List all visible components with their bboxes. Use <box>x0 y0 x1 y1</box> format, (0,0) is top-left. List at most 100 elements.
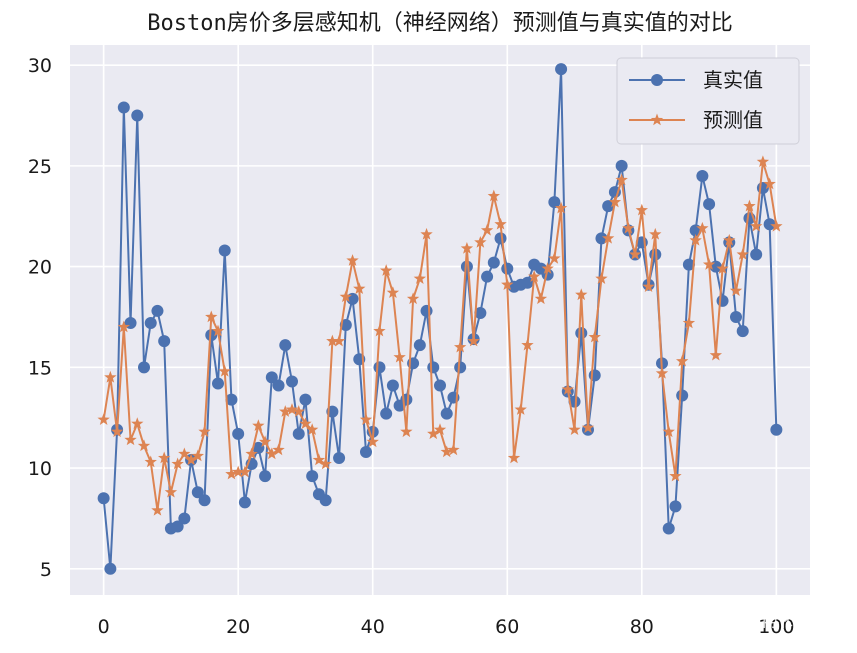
data-point <box>481 270 494 283</box>
y-tick-label: 15 <box>28 357 52 379</box>
legend-marker <box>651 74 663 86</box>
data-point <box>319 494 332 507</box>
data-point <box>729 284 743 297</box>
data-point <box>413 272 426 284</box>
data-point <box>730 310 742 323</box>
x-tick-label: 100 <box>758 616 794 638</box>
data-point <box>131 109 144 122</box>
data-point <box>501 278 514 290</box>
data-point <box>568 423 581 436</box>
data-point <box>279 405 292 417</box>
data-point <box>696 221 709 234</box>
y-tick-label: 30 <box>28 55 52 77</box>
data-point <box>447 443 460 456</box>
data-point <box>158 451 171 464</box>
data-point <box>669 500 682 513</box>
data-point <box>198 425 211 438</box>
data-point <box>669 469 682 482</box>
data-point <box>622 221 635 234</box>
y-tick-label: 20 <box>28 257 52 279</box>
data-point <box>682 258 695 271</box>
data-point <box>272 443 285 456</box>
data-point <box>696 169 709 182</box>
data-point <box>366 435 379 448</box>
y-tick-label: 10 <box>28 458 52 480</box>
data-point <box>682 316 696 329</box>
data-point <box>676 354 689 367</box>
data-point <box>124 433 137 446</box>
data-point <box>178 447 191 460</box>
data-point <box>561 383 574 395</box>
data-point <box>602 200 615 213</box>
data-point <box>373 324 386 337</box>
data-point <box>218 364 231 377</box>
data-point <box>97 413 110 425</box>
data-point <box>548 252 561 264</box>
data-point <box>480 223 494 236</box>
data-point <box>171 457 184 470</box>
data-point <box>413 339 426 352</box>
data-point <box>507 451 521 464</box>
data-point <box>292 405 305 417</box>
data-point <box>171 520 184 533</box>
data-point <box>588 330 601 343</box>
data-point <box>494 232 507 245</box>
data-point <box>198 494 211 507</box>
data-point <box>164 485 178 498</box>
data-point <box>151 304 164 317</box>
data-point <box>138 361 150 374</box>
data-point <box>642 280 655 293</box>
data-point <box>333 452 346 465</box>
data-point <box>460 241 474 254</box>
data-point <box>635 203 648 216</box>
data-point <box>575 327 588 340</box>
data-point <box>306 423 319 436</box>
data-point <box>373 361 386 374</box>
data-point <box>353 282 366 295</box>
data-point <box>427 361 440 374</box>
data-point <box>306 470 319 483</box>
data-point <box>521 276 534 289</box>
data-point <box>501 262 514 275</box>
data-point <box>259 470 272 483</box>
series-layer <box>97 63 783 575</box>
data-point <box>205 310 218 323</box>
data-point <box>521 338 534 351</box>
data-point <box>662 425 675 438</box>
data-point <box>245 447 258 460</box>
data-point <box>709 348 722 361</box>
data-point <box>770 423 783 436</box>
data-point <box>440 445 453 458</box>
data-point <box>528 270 541 282</box>
data-point <box>575 288 588 301</box>
data-point <box>232 427 245 440</box>
data-point <box>568 395 581 408</box>
data-point <box>588 369 601 382</box>
data-point <box>286 375 298 388</box>
data-point <box>689 233 702 246</box>
data-point <box>218 244 231 257</box>
data-point <box>736 248 749 260</box>
data-point <box>420 304 433 317</box>
data-point <box>144 317 157 330</box>
legend-marker <box>650 113 664 126</box>
data-point <box>534 292 548 305</box>
data-point <box>117 320 130 333</box>
data-point <box>393 350 406 363</box>
data-point <box>299 393 312 406</box>
data-point <box>104 562 117 575</box>
data-point <box>232 465 245 478</box>
data-point <box>332 334 346 347</box>
y-tick-label: 25 <box>28 156 52 178</box>
data-point <box>158 335 171 348</box>
data-point <box>763 177 776 190</box>
data-point <box>238 496 251 509</box>
data-point <box>723 233 736 246</box>
data-point <box>178 512 191 525</box>
data-point <box>299 417 312 430</box>
data-point <box>662 522 675 535</box>
data-point <box>595 232 608 245</box>
data-point <box>487 256 500 269</box>
data-point <box>474 306 487 319</box>
